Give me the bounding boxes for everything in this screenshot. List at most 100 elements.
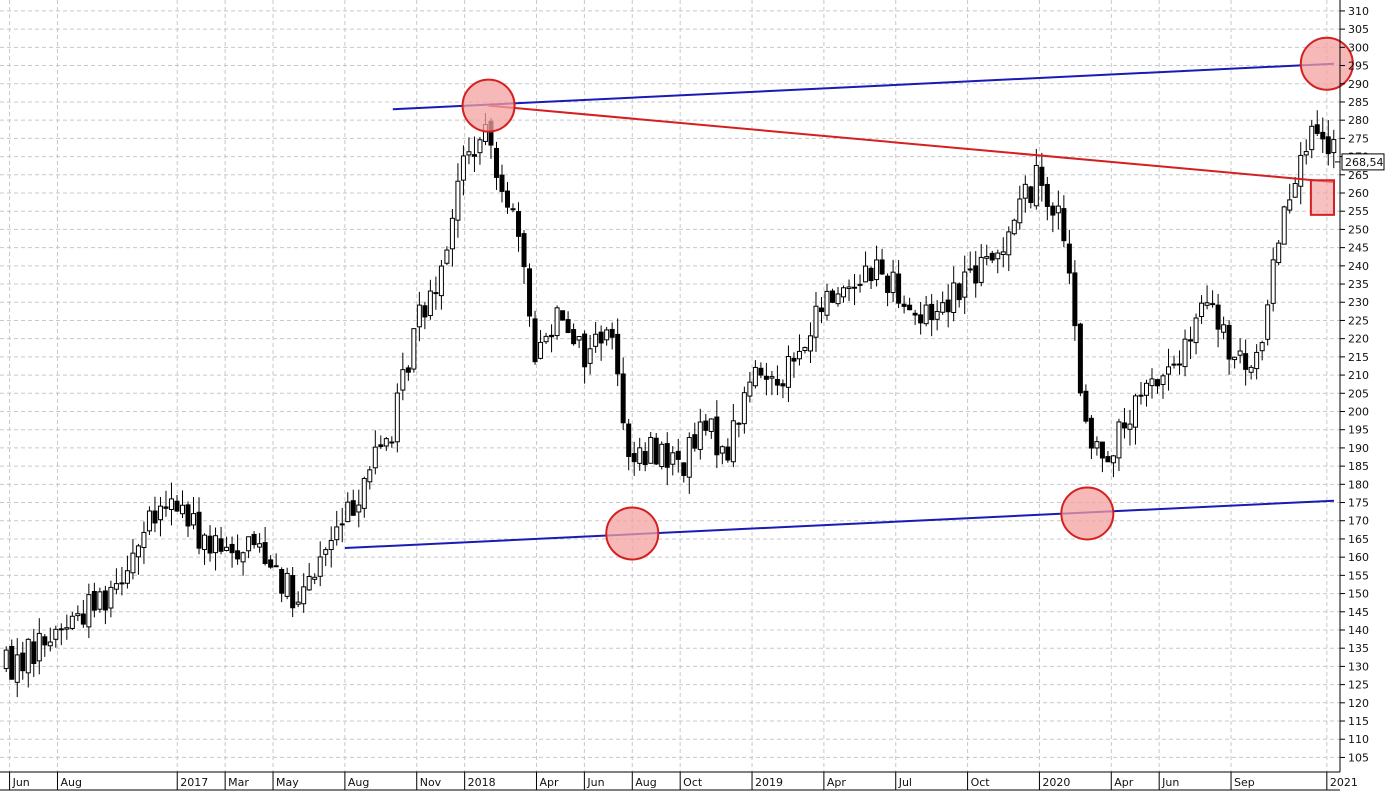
upper-resistance-line bbox=[392, 62, 1335, 111]
candle-body bbox=[1287, 199, 1293, 211]
candle-body bbox=[444, 249, 450, 264]
x-tick-label: Jun bbox=[586, 776, 604, 789]
y-tick-label: 305 bbox=[1348, 23, 1369, 36]
candle-body bbox=[1232, 356, 1238, 361]
candle-body bbox=[807, 335, 813, 352]
candle-body bbox=[455, 180, 461, 221]
candle-body bbox=[868, 267, 874, 282]
candle-body bbox=[879, 259, 885, 275]
candle-body bbox=[416, 304, 422, 328]
candle-body bbox=[174, 500, 180, 512]
candle-body bbox=[1215, 304, 1221, 330]
x-tick-label: Apr bbox=[1114, 776, 1134, 789]
candle-body bbox=[956, 283, 962, 301]
candle-body bbox=[1188, 339, 1194, 342]
candle-body bbox=[499, 174, 505, 192]
candle-body bbox=[64, 627, 70, 630]
candle-body bbox=[1033, 164, 1039, 207]
candle-body bbox=[769, 376, 775, 379]
candle-body bbox=[642, 450, 648, 466]
candle-body bbox=[229, 543, 235, 554]
candle-body bbox=[367, 469, 373, 483]
y-tick-label: 275 bbox=[1348, 132, 1369, 145]
candle-body bbox=[593, 333, 599, 347]
candle-body bbox=[1226, 324, 1232, 360]
candle-body bbox=[1155, 379, 1161, 387]
candle-body bbox=[356, 504, 362, 513]
x-tick-label: Jun bbox=[1161, 776, 1179, 789]
candle-body bbox=[1171, 363, 1177, 366]
candle-body bbox=[830, 290, 836, 303]
candle-body bbox=[47, 641, 53, 647]
candle-body bbox=[202, 534, 208, 551]
y-tick-label: 290 bbox=[1348, 78, 1369, 91]
candle-body bbox=[218, 538, 224, 552]
candle-body bbox=[257, 543, 263, 548]
candle-body bbox=[604, 329, 610, 341]
candle-body bbox=[510, 208, 516, 211]
candle-body bbox=[1237, 350, 1243, 356]
candle-body bbox=[978, 256, 984, 283]
candle-body bbox=[896, 273, 902, 304]
candle-body bbox=[400, 369, 406, 391]
candle-body bbox=[251, 533, 257, 546]
candle-body bbox=[411, 328, 417, 370]
candle-body bbox=[152, 510, 158, 524]
candle-body bbox=[774, 378, 780, 386]
candle-body bbox=[42, 636, 48, 646]
candle-body bbox=[383, 438, 389, 447]
candle-body bbox=[361, 478, 367, 509]
candle-body bbox=[890, 271, 896, 294]
candle-body bbox=[58, 628, 64, 631]
annotations bbox=[461, 36, 1354, 561]
candle-body bbox=[1265, 304, 1271, 340]
x-tick-label: 2019 bbox=[755, 776, 783, 789]
candle-body bbox=[989, 252, 995, 261]
candle-body bbox=[813, 305, 819, 338]
candle-body bbox=[697, 421, 703, 450]
y-tick-label: 185 bbox=[1348, 460, 1369, 473]
candle-body bbox=[1077, 323, 1083, 394]
candle-body bbox=[863, 265, 869, 283]
candles bbox=[3, 110, 1337, 698]
candle-body bbox=[1177, 363, 1183, 366]
candle-body bbox=[290, 575, 296, 609]
candle-body bbox=[86, 594, 92, 628]
y-tick-label: 175 bbox=[1348, 497, 1369, 510]
y-tick-label: 200 bbox=[1348, 405, 1369, 418]
candle-body bbox=[141, 531, 147, 549]
y-tick-label: 120 bbox=[1348, 697, 1369, 710]
candle-body bbox=[747, 381, 753, 397]
candle-body bbox=[653, 437, 659, 465]
candle-body bbox=[1061, 208, 1067, 242]
candle-body bbox=[565, 319, 571, 334]
candle-body bbox=[1066, 243, 1072, 274]
y-tick-label: 150 bbox=[1348, 588, 1369, 601]
candle-body bbox=[532, 318, 538, 363]
trough-2018-circle bbox=[605, 506, 660, 561]
candle-body bbox=[1149, 378, 1155, 387]
y-tick-label: 110 bbox=[1348, 733, 1369, 746]
candle-body bbox=[736, 422, 742, 425]
candle-body bbox=[521, 233, 527, 268]
candle-body bbox=[1017, 198, 1023, 224]
candle-body bbox=[471, 154, 477, 157]
candle-body bbox=[460, 155, 466, 181]
candle-body bbox=[191, 513, 197, 526]
y-tick-label: 195 bbox=[1348, 424, 1369, 437]
candle-body bbox=[912, 312, 918, 316]
x-tick-label: 2017 bbox=[180, 776, 208, 789]
candle-body bbox=[692, 434, 698, 449]
candle-body bbox=[527, 268, 533, 317]
candle-body bbox=[1199, 302, 1205, 318]
candle-body bbox=[262, 542, 268, 564]
y-tick-label: 140 bbox=[1348, 624, 1369, 637]
candle-body bbox=[1110, 455, 1116, 464]
peak-2018-circle bbox=[461, 78, 516, 133]
candle-body bbox=[907, 304, 913, 311]
candle-body bbox=[874, 259, 880, 281]
candle-body bbox=[1309, 125, 1315, 151]
candle-body bbox=[1072, 272, 1078, 327]
candle-body bbox=[102, 590, 108, 611]
